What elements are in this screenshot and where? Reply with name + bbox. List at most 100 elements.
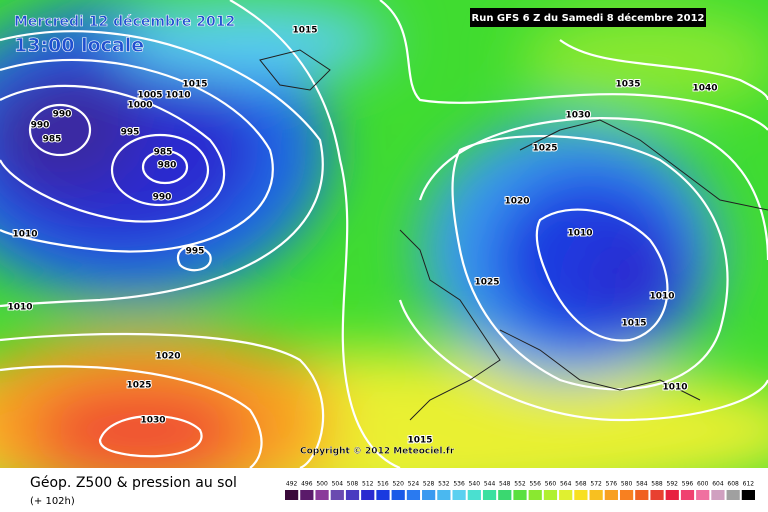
colorbar-label: 608 (727, 481, 739, 488)
colorbar-label: 516 (377, 481, 389, 488)
colorbar-swatch (422, 490, 436, 500)
isobar-label: 1025 (532, 144, 557, 154)
colorbar-label: 504 (332, 481, 344, 488)
isobar-label: 1015 (621, 319, 646, 329)
isobar-label: 990 (153, 193, 172, 203)
colorbar-label: 500 (316, 481, 328, 488)
colorbar-label: 588 (651, 481, 663, 488)
colorbar-label: 600 (697, 481, 709, 488)
valid-date: Mercredi 12 décembre 2012 (14, 14, 235, 30)
isobar-label: 1035 (615, 80, 640, 90)
colorbar-swatch (285, 490, 299, 500)
colorbar-swatch (619, 490, 634, 500)
isobar-label: 1020 (504, 197, 529, 207)
isobars (0, 0, 768, 458)
footer-title: Géop. Z500 & pression au sol (30, 475, 237, 491)
colorbar-swatch (361, 490, 375, 500)
colorbar: 492 496 500 504 508 512 516 520 524 528 532 536 540 5… (285, 481, 755, 500)
isobar-label: 985 (154, 148, 173, 158)
colorbar-label: 560 (545, 481, 557, 488)
colorbar-swatch (391, 490, 405, 500)
isobar-label: 1010 (567, 229, 592, 239)
colorbar-swatch (741, 490, 755, 500)
run-box (470, 8, 706, 27)
colorbar-swatch (665, 490, 679, 500)
isobar-label: 985 (43, 135, 62, 145)
isobar-label: 990 (31, 121, 50, 131)
colorbar-label: 524 (408, 481, 420, 488)
colorbar-swatch (604, 490, 618, 500)
colorbar-label: 568 (575, 481, 587, 488)
colorbar-label: 564 (560, 481, 572, 488)
colorbar-swatch (345, 490, 360, 500)
colorbar-swatch (376, 490, 390, 500)
colorbar-swatch (680, 490, 695, 500)
colorbar-label: 584 (636, 481, 648, 488)
colorbar-label: 596 (682, 481, 694, 488)
isobar-label: 1025 (126, 381, 151, 391)
colorbar-label: 508 (347, 481, 359, 488)
isobar-label: 1025 (474, 278, 499, 288)
colorbar-swatch (528, 490, 542, 500)
colorbar-label: 572 (590, 481, 602, 488)
isobar-label: 1010 (662, 383, 687, 393)
isobar-label: 980 (158, 161, 177, 171)
colorbar-label: 576 (606, 481, 618, 488)
colorbar-label: 612 (743, 481, 755, 488)
colorbar-label: 532 (438, 481, 450, 488)
colorbar-swatch (574, 490, 588, 500)
isobar-label: 990 (53, 110, 72, 120)
isobar-label: 1030 (565, 111, 590, 121)
colorbar-label: 540 (469, 481, 481, 488)
run-label: Run GFS 6 Z du Samedi 8 décembre 2012 (472, 12, 705, 24)
colorbar-label: 520 (392, 481, 404, 488)
colorbar-swatch (482, 490, 497, 500)
colorbar-label: 492 (286, 481, 298, 488)
coastlines (259, 49, 768, 421)
colorbar-label: 548 (499, 481, 511, 488)
colorbar-label: 556 (529, 481, 541, 488)
colorbar-swatch (300, 490, 314, 500)
isobar-label: 1015 (292, 26, 317, 36)
colorbar-swatch (726, 490, 740, 500)
colorbar-label: 592 (667, 481, 679, 488)
isobar-label: 1020 (155, 352, 180, 362)
isobar-label: 1030 (140, 416, 165, 426)
colorbar-swatch (543, 490, 558, 500)
colorbar-swatch (498, 490, 512, 500)
colorbar-swatch (513, 490, 527, 500)
footer-lead: (+ 102h) (30, 496, 75, 507)
colorbar-label: 604 (712, 481, 724, 488)
isobar-label: 1040 (692, 84, 717, 94)
colorbar-label: 580 (621, 481, 633, 488)
isobar-label: 1015 (407, 436, 432, 446)
colorbar-swatch (650, 490, 664, 500)
colorbar-swatch (711, 490, 725, 500)
colorbar-label: 496 (301, 481, 313, 488)
colorbar-swatch (467, 490, 481, 500)
colorbar-label: 536 (453, 481, 465, 488)
isobar-label: 1010 (7, 303, 32, 313)
copyright: Copyright © 2012 Meteociel.fr (300, 447, 455, 457)
colorbar-label: 552 (514, 481, 526, 488)
colorbar-swatch (696, 490, 710, 500)
colorbar-label: 528 (423, 481, 435, 488)
isobar-label: 995 (186, 247, 205, 257)
isobar-label: 1000 (127, 101, 152, 111)
colorbar-swatch (330, 490, 344, 500)
isobar-label: 1010 (12, 230, 37, 240)
colorbar-swatch (559, 490, 573, 500)
colorbar-swatch (635, 490, 649, 500)
isobar-label: 1015 (182, 80, 207, 90)
isobar-label: 1010 (165, 91, 190, 101)
colorbar-swatch (437, 490, 451, 500)
colorbar-label: 512 (362, 481, 374, 488)
valid-time: 13:00 locale (14, 35, 144, 57)
colorbar-swatch (452, 490, 466, 500)
isobar-label: 1010 (649, 292, 674, 302)
colorbar-label: 544 (484, 481, 496, 488)
